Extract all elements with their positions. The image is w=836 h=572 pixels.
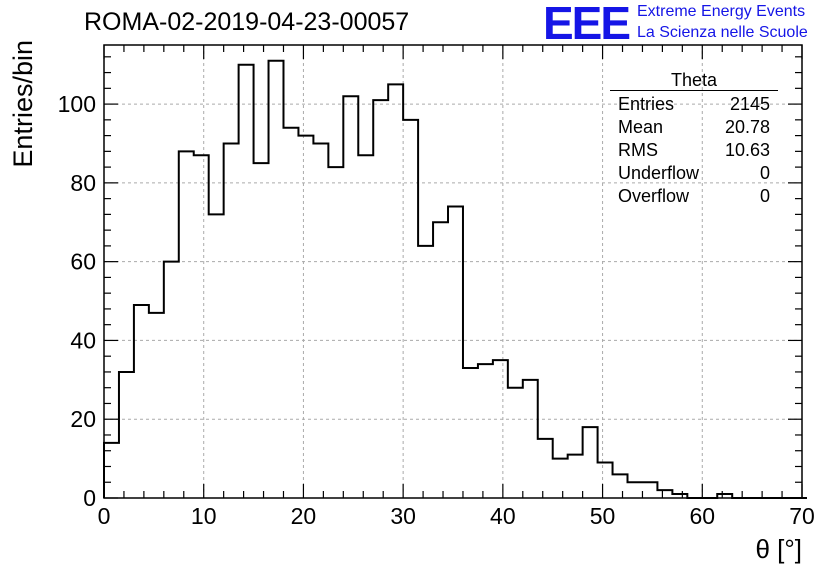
histogram-bin <box>538 439 553 498</box>
histogram-bin <box>448 207 463 498</box>
histogram-bin <box>553 459 568 498</box>
histogram-bin <box>209 214 224 498</box>
logo-line-1: Extreme Energy Events <box>637 3 806 20</box>
histogram-bin <box>269 61 284 498</box>
logo-line-2: La Scienza nelle Scuole <box>637 24 808 41</box>
y-tick-label: 80 <box>70 170 96 196</box>
histogram-bin <box>298 136 313 498</box>
x-tick-label: 40 <box>490 503 516 529</box>
x-tick-label: 0 <box>98 503 111 529</box>
x-tick-label: 50 <box>590 503 616 529</box>
histogram-bin <box>568 455 583 498</box>
histogram-outline <box>103 59 807 499</box>
histogram-bin <box>508 388 523 498</box>
stats-value: 0 <box>759 163 770 183</box>
histogram-bin <box>418 246 433 498</box>
histogram-bin <box>583 427 598 498</box>
histogram-bin <box>523 380 538 498</box>
histogram-bin <box>358 155 373 498</box>
histogram-bin <box>463 368 478 498</box>
histogram-bin <box>613 474 628 498</box>
x-tick-label: 60 <box>689 503 715 529</box>
stats-value: 0 <box>759 186 770 206</box>
y-tick-label: 20 <box>70 406 96 432</box>
stats-rows: Entries 2145 Mean 20.78 RMS 10.63 Underflow 0 Ov… <box>610 93 778 208</box>
histogram-bin <box>313 143 328 498</box>
histogram-bin <box>433 222 448 498</box>
histogram-bin <box>239 65 254 498</box>
histogram-bin <box>224 143 239 498</box>
stats-label: Mean <box>618 117 664 137</box>
stats-value: 2145 <box>729 94 770 114</box>
eee-logo: EEE <box>543 0 631 49</box>
histogram-bin <box>403 120 418 498</box>
stats-label: Entries <box>618 94 675 114</box>
histogram-bin <box>628 482 643 498</box>
x-axis-label: θ [°] <box>755 534 802 564</box>
y-tick-label: 0 <box>83 485 96 511</box>
y-tick-label: 60 <box>70 249 96 275</box>
x-tick-label: 20 <box>291 503 317 529</box>
histogram-bin <box>657 490 672 498</box>
y-tick-label: 100 <box>58 91 96 117</box>
x-tick-label: 10 <box>191 503 217 529</box>
stats-value: 20.78 <box>724 117 770 137</box>
stats-row-mean: Mean 20.78 <box>610 116 778 139</box>
histogram-bin <box>373 100 388 498</box>
stats-row-entries: Entries 2145 <box>610 93 778 116</box>
histogram-bin <box>642 482 657 498</box>
histogram-bin <box>119 372 134 498</box>
x-tick-label: 70 <box>789 503 815 529</box>
stats-label: RMS <box>618 140 658 160</box>
histogram-bin <box>254 163 269 498</box>
stats-label: Underflow <box>618 163 700 183</box>
histogram-bin <box>328 167 343 498</box>
y-tick-label: 40 <box>70 327 96 353</box>
chart-title: ROMA-02-2019-04-23-00057 <box>84 8 410 36</box>
stats-value: 10.63 <box>724 140 770 160</box>
stats-row-underflow: Underflow 0 <box>610 162 778 185</box>
histogram-bin <box>194 155 209 498</box>
plot-frame <box>103 44 803 499</box>
x-tick-label: 30 <box>390 503 416 529</box>
histogram-bin <box>164 262 179 498</box>
stats-title: Theta <box>610 70 778 91</box>
histogram-bin <box>478 364 493 498</box>
histogram-bin <box>134 305 149 498</box>
histogram-bin <box>493 360 508 498</box>
stats-row-overflow: Overflow 0 <box>610 185 778 208</box>
histogram-bin <box>388 84 403 498</box>
histogram-bin <box>149 313 164 498</box>
histogram-bin <box>598 463 613 498</box>
stats-row-rms: RMS 10.63 <box>610 139 778 162</box>
histogram-bin <box>179 151 194 498</box>
stats-box: Theta Entries 2145 Mean 20.78 RMS 10.63 Underf… <box>610 70 778 208</box>
stats-label: Overflow <box>618 186 690 206</box>
histogram-bin <box>343 96 358 498</box>
